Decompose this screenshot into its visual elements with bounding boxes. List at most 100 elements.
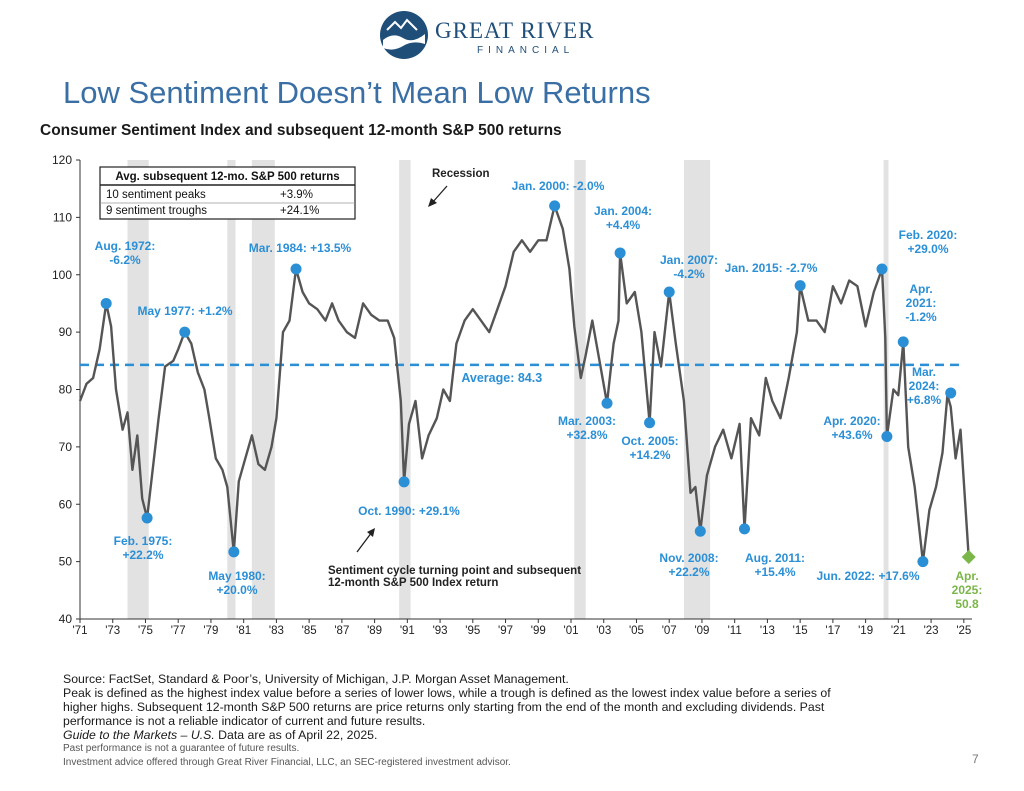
recession-band — [227, 160, 236, 619]
x-tick-label: '73 — [105, 625, 120, 637]
x-tick-label: '25 — [956, 625, 971, 637]
sentiment-series-line — [78, 204, 970, 563]
annotation-label: Jan. 2004: — [594, 204, 652, 218]
x-tick-label: '15 — [793, 625, 808, 637]
peak-trough-marker — [881, 431, 893, 443]
recession-band — [574, 160, 586, 619]
footer-source: Source: FactSet, Standard & Poor’s, Univ… — [63, 672, 569, 686]
annotation-label: +43.6% — [831, 428, 872, 442]
x-tick-label: '01 — [564, 625, 579, 637]
x-tick-label: '95 — [465, 625, 480, 637]
peak-trough-marker — [100, 297, 112, 309]
x-tick-label: '85 — [302, 625, 317, 637]
annotation-label: Nov. 2008: — [659, 551, 718, 565]
average-label: Average: 84.3 — [461, 371, 542, 385]
annotation-label: +22.2% — [122, 548, 163, 562]
table-row-label: 9 sentiment troughs — [106, 205, 207, 217]
x-tick-label: '81 — [236, 625, 251, 637]
annotation-label: Aug. 2011: — [745, 551, 805, 565]
river-logo-icon — [380, 11, 428, 59]
peak-trough-marker — [876, 263, 888, 275]
annotation-label: +6.8% — [907, 393, 942, 407]
footer-disclaimer: Past performance is not a guarantee of f… — [63, 743, 300, 754]
annotation-label: Feb. 2020: — [899, 228, 958, 242]
recession-arrowhead — [428, 198, 437, 207]
table-row-value: +24.1% — [280, 205, 319, 217]
annotation-label: +4.4% — [606, 218, 641, 232]
footer-notes: Source: FactSet, Standard & Poor’s, Univ… — [63, 672, 963, 770]
x-tick-label: '13 — [760, 625, 775, 637]
annotation-label: -4.2% — [673, 267, 705, 281]
peak-trough-marker — [644, 417, 656, 429]
footer-definition-2: higher highs. Subsequent 12-month S&P 50… — [63, 700, 825, 714]
peak-trough-marker — [614, 247, 626, 259]
annotation-label: +22.2% — [668, 565, 709, 579]
peak-trough-marker — [228, 546, 240, 558]
annotation-label: Jan. 2015: -2.7% — [725, 261, 818, 275]
y-tick-label: 100 — [52, 268, 72, 282]
annotation-label: +15.4% — [754, 565, 795, 579]
brand-logo: GREAT RIVER FINANCIAL — [379, 8, 619, 62]
peak-trough-marker — [601, 397, 613, 409]
annotation-label: 2021: — [906, 296, 937, 310]
y-tick-label: 50 — [59, 555, 73, 569]
footer-definition-1: Peak is defined as the highest index val… — [63, 686, 831, 700]
annotation-label: 2024: — [909, 379, 940, 393]
x-tick-label: '89 — [367, 625, 382, 637]
annotation-label: May 1977: +1.2% — [137, 304, 232, 318]
table-row-value: +3.9% — [280, 189, 313, 201]
latest-value-marker — [961, 550, 976, 565]
footer-definition-3: performance is not a reliable indicator … — [63, 714, 426, 728]
brand-name: GREAT RIVER — [435, 18, 595, 43]
x-tick-label: '99 — [531, 625, 546, 637]
x-tick-label: '17 — [825, 625, 840, 637]
x-tick-label: '11 — [728, 625, 742, 637]
recession-label: Recession — [432, 168, 490, 180]
annotation-label: Jan. 2000: -2.0% — [512, 179, 605, 193]
x-tick-label: '05 — [629, 625, 644, 637]
x-tick-label: '19 — [858, 625, 873, 637]
annotation-label: Apr. 2020: — [823, 414, 880, 428]
guide-date: Data are as of April 22, 2025. — [214, 728, 378, 742]
table-header: Avg. subsequent 12-mo. S&P 500 returns — [115, 171, 339, 183]
recession-band — [251, 160, 275, 619]
annotation-label: +20.0% — [216, 583, 257, 597]
x-tick-label: '83 — [269, 625, 284, 637]
annotation-label: Jun. 2022: +17.6% — [816, 569, 919, 583]
y-tick-label: 120 — [52, 153, 72, 167]
peak-trough-marker — [897, 336, 909, 348]
annotation-label: +32.8% — [566, 428, 607, 442]
annotation-label: +14.2% — [629, 448, 670, 462]
page-number: 7 — [972, 752, 979, 766]
annotation-label: Mar. 2003: — [558, 414, 616, 428]
peak-trough-marker — [549, 200, 561, 212]
annotation-label: Feb. 1975: — [114, 534, 173, 548]
latest-value-label: 2025: — [952, 583, 983, 597]
peak-trough-marker — [290, 263, 302, 275]
x-tick-label: '09 — [694, 625, 709, 637]
peak-trough-marker — [398, 476, 410, 488]
latest-value-label: 50.8 — [955, 597, 979, 611]
chart-title: Consumer Sentiment Index and subsequent … — [40, 122, 562, 139]
footer-advisor-note: Investment advice offered through Great … — [63, 757, 511, 768]
y-tick-label: 40 — [59, 612, 73, 626]
annotation-label: Oct. 1990: +29.1% — [358, 504, 460, 518]
sentiment-chart: 40 50 60 70 80 90 100 110 120 '71 '73 '75 '77 '79 '81 '… — [52, 153, 983, 637]
peak-trough-marker — [917, 556, 929, 568]
guide-title: Guide to the Markets – U.S. — [63, 728, 215, 742]
page-title: Low Sentiment Doesn’t Mean Low Returns — [63, 75, 651, 110]
x-tick-label: '97 — [498, 625, 513, 637]
annotation-label: Oct. 2005: — [621, 434, 678, 448]
x-tick-label: '79 — [203, 625, 218, 637]
y-tick-label: 60 — [59, 497, 73, 511]
annotation-label: May 1980: — [208, 569, 265, 583]
x-tick-label: '71 — [73, 625, 88, 637]
annotation-label: Mar. — [912, 365, 936, 379]
y-tick-label: 110 — [53, 210, 72, 224]
annotation-label: -6.2% — [109, 253, 141, 267]
table-row-label: 10 sentiment peaks — [106, 189, 206, 201]
x-tick-label: '23 — [924, 625, 939, 637]
stats-table — [99, 166, 356, 220]
annotation-label: Aug. 1972: — [95, 239, 156, 253]
y-tick-label: 90 — [59, 325, 73, 339]
